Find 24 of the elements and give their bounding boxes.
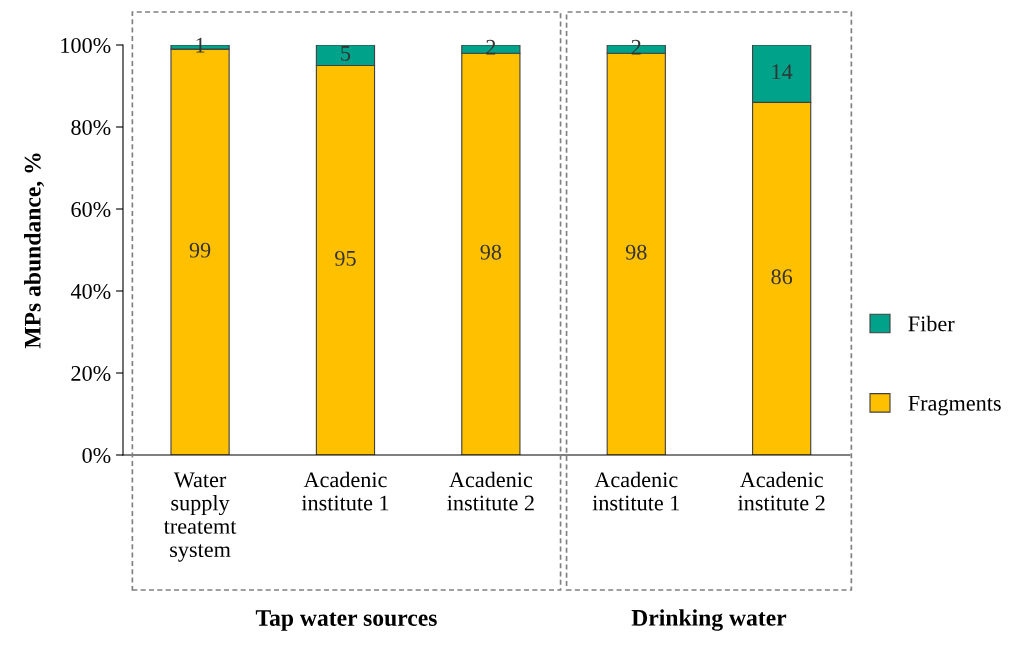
y-tick-label: 40% xyxy=(70,283,111,299)
data-label: 98 xyxy=(625,244,647,260)
text: Drinking water xyxy=(631,609,787,631)
y-tick-label: 60% xyxy=(71,201,111,217)
data-label: 99 xyxy=(189,242,211,258)
text: Tap water sources xyxy=(255,610,437,631)
data-label: 14 xyxy=(772,64,793,80)
x-tick-label: Acadenic institute 1 xyxy=(592,471,680,511)
legend-label: Fragments xyxy=(908,395,1001,416)
data-label: 1 xyxy=(196,37,205,53)
y-axis-title: MPs abundance, % xyxy=(24,153,45,349)
x-tick-label: Acadenic institute 2 xyxy=(447,471,534,511)
y-tick-label: 100% xyxy=(61,37,111,53)
x-tick-label: Acadenic institute 2 xyxy=(737,471,825,511)
data-label: 86 xyxy=(771,269,793,285)
y-tick-label: 0% xyxy=(82,447,111,463)
y-tick-label: 80% xyxy=(71,119,111,135)
legend-label: Fiber xyxy=(908,315,955,332)
data-label: 95 xyxy=(335,250,356,266)
data-label: 5 xyxy=(341,46,351,61)
x-tick-label: Water supply treatemt system xyxy=(163,472,237,562)
data-label: 98 xyxy=(480,244,502,260)
y-tick-label: 20% xyxy=(71,365,111,381)
x-tick-label: Acadenic institute 1 xyxy=(301,471,389,511)
